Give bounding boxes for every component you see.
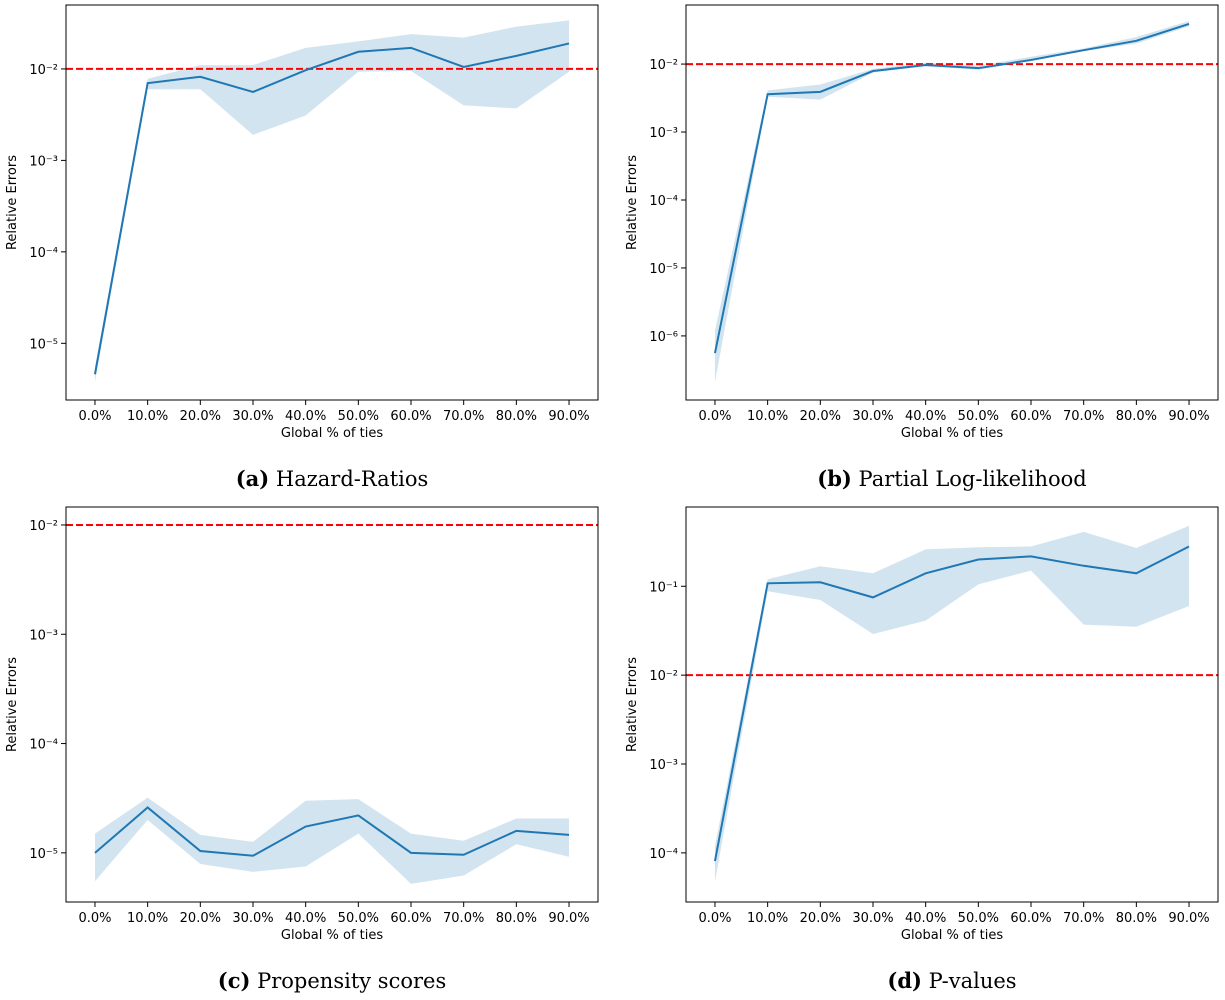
caption-text: Hazard-Ratios xyxy=(276,467,428,491)
x-tick-label: 60.0% xyxy=(1010,409,1051,424)
axes-frame xyxy=(65,4,599,401)
y-tick-label: 10⁻⁵ xyxy=(29,847,58,862)
y-tick-label: 10⁻⁴ xyxy=(649,847,678,862)
caption-text: P-values xyxy=(929,969,1017,993)
y-tick-label: 10⁻³ xyxy=(29,628,58,643)
x-tick-label: 0.0% xyxy=(78,911,111,926)
x-tick-label: 80.0% xyxy=(1116,409,1157,424)
y-tick-label: 10⁻² xyxy=(649,669,678,684)
caption-label: (a) xyxy=(236,466,269,491)
y-tick-label: 10⁻¹ xyxy=(649,580,678,595)
x-tick-label: 60.0% xyxy=(390,409,431,424)
y-tick-label: 10⁻³ xyxy=(649,126,678,141)
x-tick-label: 20.0% xyxy=(180,911,221,926)
y-tick-label: 10⁻⁵ xyxy=(649,262,678,277)
caption-text: Propensity scores xyxy=(257,969,446,993)
y-tick-label: 10⁻⁴ xyxy=(29,246,58,261)
y-tick-label: 10⁻⁴ xyxy=(649,194,678,209)
x-tick-label: 50.0% xyxy=(338,409,379,424)
x-tick-label: 50.0% xyxy=(958,409,999,424)
y-tick-label: 10⁻² xyxy=(29,63,58,78)
line xyxy=(94,806,570,857)
x-tick-label: 80.0% xyxy=(1116,911,1157,926)
caption-text: Partial Log-likelihood xyxy=(859,467,1087,491)
x-tick-label: 50.0% xyxy=(338,911,379,926)
x-tick-label: 90.0% xyxy=(548,911,589,926)
x-tick-label: 60.0% xyxy=(1010,911,1051,926)
x-tick-label: 10.0% xyxy=(747,911,788,926)
x-tick-label: 70.0% xyxy=(443,911,484,926)
y-tick-label: 10⁻² xyxy=(649,58,678,73)
x-tick-label: 80.0% xyxy=(496,409,537,424)
confidence-band xyxy=(94,797,570,884)
x-tick-label: 90.0% xyxy=(548,409,589,424)
x-tick-label: 70.0% xyxy=(1063,911,1104,926)
caption: (d) P-values xyxy=(887,968,1016,993)
confidence-band xyxy=(714,525,1190,882)
x-tick-label: 0.0% xyxy=(698,911,731,926)
line xyxy=(713,22,1190,354)
x-tick-label: 80.0% xyxy=(496,911,537,926)
x-axis-label: Global % of ties xyxy=(281,928,383,943)
y-tick-label: 10⁻⁶ xyxy=(649,330,678,345)
subplot: 10⁻⁶ 10⁻⁵ 10⁻⁴ 10⁻³ 10⁻² 0.0% 10.0% 20.0% 30.0% 4… xyxy=(625,4,1219,491)
x-tick-label: 90.0% xyxy=(1168,409,1209,424)
y-axis-label: Relative Errors xyxy=(5,155,20,250)
x-tick-label: 20.0% xyxy=(180,409,221,424)
x-tick-label: 90.0% xyxy=(1168,911,1209,926)
x-tick-label: 50.0% xyxy=(958,911,999,926)
y-tick-label: 10⁻³ xyxy=(649,758,678,773)
caption-label: (d) xyxy=(887,968,922,993)
y-tick-label: 10⁻³ xyxy=(29,154,58,169)
x-axis-label: Global % of ties xyxy=(901,928,1003,943)
x-tick-label: 10.0% xyxy=(747,409,788,424)
x-tick-label: 10.0% xyxy=(127,409,168,424)
caption-label: (b) xyxy=(817,466,852,491)
x-tick-label: 40.0% xyxy=(285,911,326,926)
x-axis-label: Global % of ties xyxy=(901,426,1003,441)
line xyxy=(713,545,1190,862)
subplot: 10⁻⁴ 10⁻³ 10⁻² 10⁻¹ 0.0% 10.0% 20.0% 30.0% 40.0%… xyxy=(625,506,1219,993)
y-axis-label: Relative Errors xyxy=(625,657,640,752)
axes-frame xyxy=(685,506,1219,903)
axes-frame xyxy=(685,4,1219,401)
axes-frame xyxy=(65,506,599,903)
x-tick-label: 10.0% xyxy=(127,911,168,926)
caption: (a) Hazard-Ratios xyxy=(236,466,429,491)
x-tick-label: 20.0% xyxy=(800,911,841,926)
x-tick-label: 70.0% xyxy=(1063,409,1104,424)
x-tick-label: 30.0% xyxy=(232,409,273,424)
subplot: 10⁻⁵ 10⁻⁴ 10⁻³ 10⁻² 0.0% 10.0% 20.0% 30.0% 40.0%… xyxy=(5,506,599,993)
x-tick-label: 40.0% xyxy=(285,409,326,424)
x-tick-label: 30.0% xyxy=(852,409,893,424)
y-axis-label: Relative Errors xyxy=(625,155,640,250)
confidence-band xyxy=(714,21,1190,382)
caption: (b) Partial Log-likelihood xyxy=(817,466,1086,491)
caption-label: (c) xyxy=(218,968,251,993)
x-tick-label: 40.0% xyxy=(905,911,946,926)
y-tick-label: 10⁻² xyxy=(29,519,58,534)
line xyxy=(93,42,570,375)
x-tick-label: 0.0% xyxy=(698,409,731,424)
y-tick-label: 10⁻⁵ xyxy=(29,337,58,352)
x-tick-label: 70.0% xyxy=(443,409,484,424)
y-tick-label: 10⁻⁴ xyxy=(29,738,58,753)
x-tick-label: 30.0% xyxy=(232,911,273,926)
x-tick-label: 60.0% xyxy=(390,911,431,926)
y-axis-label: Relative Errors xyxy=(5,657,20,752)
x-tick-label: 40.0% xyxy=(905,409,946,424)
x-tick-label: 30.0% xyxy=(852,911,893,926)
x-axis-label: Global % of ties xyxy=(281,426,383,441)
x-tick-label: 0.0% xyxy=(78,409,111,424)
confidence-band xyxy=(94,20,570,382)
caption: (c) Propensity scores xyxy=(218,968,446,993)
subplot: 10⁻⁵ 10⁻⁴ 10⁻³ 10⁻² 0.0% 10.0% 20.0% 30.0% 40.0%… xyxy=(5,4,599,491)
x-tick-label: 20.0% xyxy=(800,409,841,424)
